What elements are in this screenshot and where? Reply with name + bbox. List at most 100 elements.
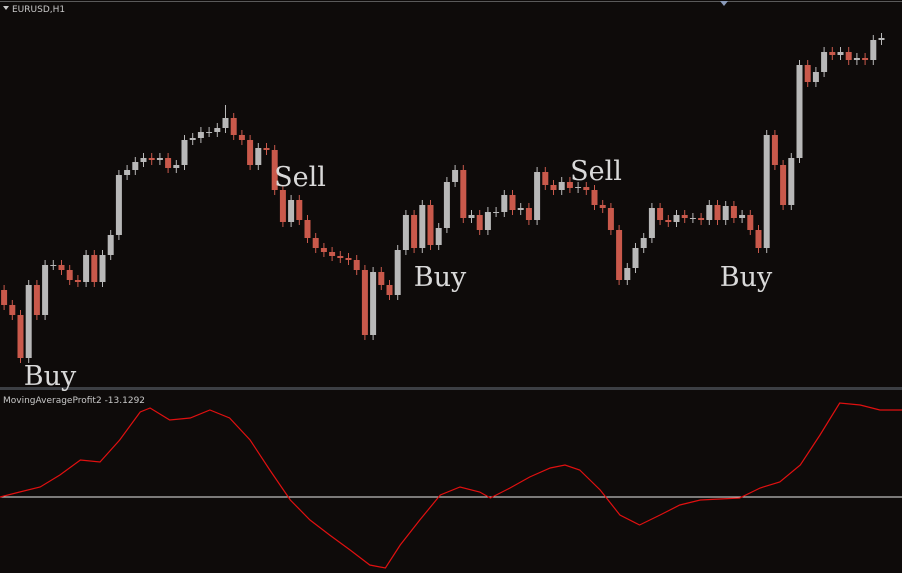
candle-body (722, 206, 729, 220)
candle-body (804, 65, 811, 82)
candle-body (230, 118, 237, 135)
candle-body (74, 280, 81, 282)
candle-body (156, 158, 163, 160)
candle-body (673, 215, 680, 222)
candle-body (197, 132, 204, 138)
candle-body (206, 132, 213, 133)
menu-arrow[interactable] (3, 6, 9, 10)
candle-body (173, 165, 180, 168)
candle-body (812, 72, 819, 82)
candle-body (714, 205, 721, 220)
candle-body (247, 140, 254, 165)
candle-body (476, 215, 483, 230)
candle-body (747, 215, 754, 230)
candle-body (788, 158, 795, 205)
candle-body (550, 185, 557, 190)
candle-body (17, 315, 24, 358)
candle-body (698, 218, 705, 220)
candle-body (304, 220, 311, 238)
candle-body (419, 205, 426, 248)
candle-body (255, 148, 262, 165)
candle-body (780, 165, 787, 205)
candle-body (468, 215, 475, 218)
candle-body (583, 187, 590, 190)
candle-body (214, 128, 221, 132)
candle-body (681, 215, 688, 218)
candle-body (345, 258, 352, 260)
candle-body (165, 158, 172, 168)
candle-body (575, 187, 582, 188)
indicator-label: MovingAverageProfit2 -13.1292 (3, 396, 145, 406)
candle-body (107, 235, 114, 255)
candle-body (263, 148, 270, 150)
candle-body (25, 285, 32, 358)
candle-body (189, 138, 196, 140)
signal-label: Buy (24, 361, 77, 392)
candle-body (402, 215, 409, 250)
candle-body (689, 218, 696, 219)
signal-label: Buy (414, 262, 467, 293)
candle-body (361, 270, 368, 335)
candle-body (657, 208, 664, 220)
candle-body (845, 52, 852, 60)
candle-body (411, 215, 418, 248)
candle-body (279, 190, 286, 222)
candle-body (632, 248, 639, 268)
candle-body (755, 230, 762, 248)
candle-body (706, 205, 713, 220)
candle-body (42, 265, 49, 315)
candle-body (796, 65, 803, 158)
candle-body (771, 135, 778, 165)
candle-body (337, 256, 344, 258)
candle-body (435, 228, 442, 245)
candle-body (132, 162, 139, 170)
indicator-value: -13.1292 (105, 396, 145, 406)
candle-body (148, 158, 155, 160)
candle-body (238, 135, 245, 140)
candle-body (312, 238, 319, 248)
candle-body (829, 52, 836, 55)
candle-body (66, 270, 73, 280)
candle-body (394, 250, 401, 295)
candle-body (525, 208, 532, 220)
candle-body (181, 140, 188, 165)
candle-body (566, 182, 573, 188)
candle-body (271, 150, 278, 190)
candle-body (607, 208, 614, 230)
pane-marker (720, 1, 728, 6)
candle-body (862, 58, 869, 60)
candle-body (353, 260, 360, 270)
candle-body (821, 52, 828, 72)
candle-body (329, 252, 336, 256)
candle-body (83, 255, 90, 282)
signal-label: Sell (274, 162, 326, 193)
candle-body (616, 230, 623, 280)
candle-body (370, 272, 377, 335)
candle-body (501, 195, 508, 212)
candle-body (288, 200, 295, 222)
candle-body (378, 272, 385, 285)
indicator-name: MovingAverageProfit2 (3, 396, 102, 406)
candle-body (427, 205, 434, 245)
candle-body (739, 215, 746, 218)
candle-body (460, 170, 467, 218)
candle-body (99, 255, 106, 282)
candle-body (443, 182, 450, 228)
candle-body (33, 285, 40, 315)
candle-body (509, 195, 516, 210)
candle-body (386, 285, 393, 295)
candle-body (320, 248, 327, 252)
candle-body (878, 38, 885, 40)
pane-separator[interactable] (0, 387, 902, 390)
candle-body (640, 238, 647, 248)
candle-body (58, 265, 65, 270)
candle-body (50, 265, 57, 266)
candle-body (115, 175, 122, 235)
candle-body (124, 170, 131, 175)
candle-body (837, 52, 844, 55)
candle-body (452, 170, 459, 182)
candle-body (1, 290, 8, 305)
candle-body (870, 40, 877, 60)
